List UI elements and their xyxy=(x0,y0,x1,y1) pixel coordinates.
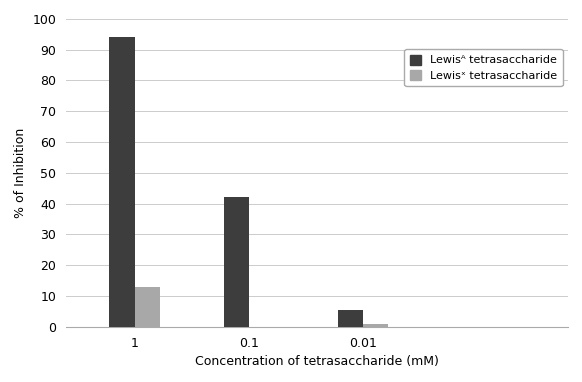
Legend: Lewisᴬ tetrasaccharide, Lewisˣ tetrasaccharide: Lewisᴬ tetrasaccharide, Lewisˣ tetrasacc… xyxy=(404,49,563,86)
Bar xyxy=(338,310,363,327)
Y-axis label: % of Inhibition: % of Inhibition xyxy=(14,128,27,218)
Bar xyxy=(363,324,388,327)
Bar xyxy=(134,287,159,327)
X-axis label: Concentration of tetrasaccharide (mM): Concentration of tetrasaccharide (mM) xyxy=(195,355,439,368)
Bar xyxy=(223,197,249,327)
Bar xyxy=(109,37,134,327)
